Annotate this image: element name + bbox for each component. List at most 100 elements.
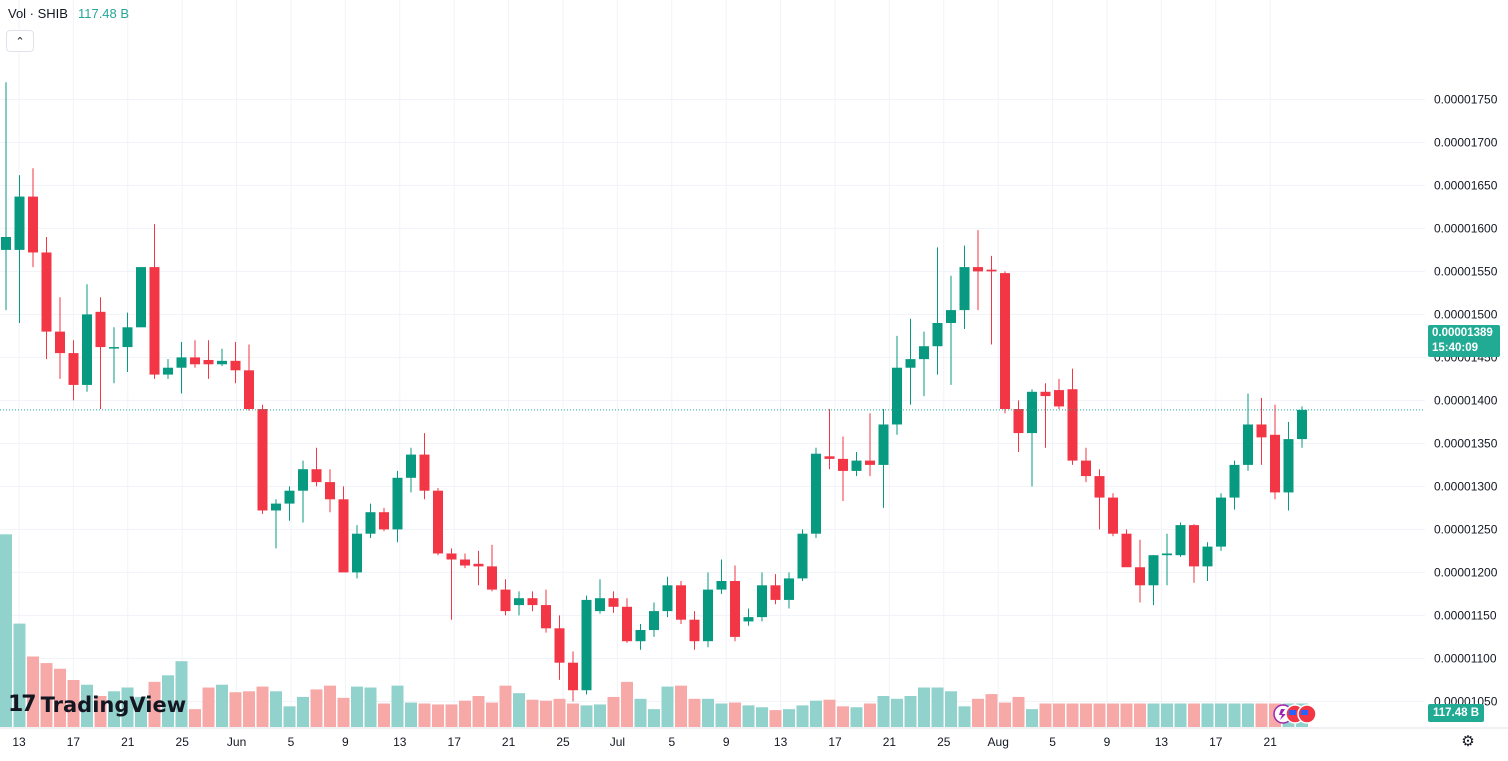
time-tick-label: 21	[1264, 735, 1278, 749]
candle-body	[446, 553, 457, 560]
volume-bar	[40, 663, 53, 727]
volume-bar	[175, 661, 188, 727]
volume-bar	[148, 681, 161, 727]
volume-bar	[553, 698, 566, 727]
candle-body	[109, 347, 119, 349]
volume-bar	[634, 698, 647, 727]
time-tick-label: 5	[1049, 735, 1056, 749]
candle-body	[460, 559, 470, 566]
volume-bar	[850, 707, 863, 727]
volume-bar	[918, 687, 930, 727]
last-price-tag: 0.00001389 15:40:09	[1428, 325, 1500, 357]
volume-bar	[216, 684, 228, 727]
volume-bar	[742, 705, 755, 727]
candle-body	[1000, 273, 1010, 409]
candle-body	[554, 628, 565, 663]
time-tick-label: 13	[393, 735, 407, 749]
candle-body	[230, 360, 241, 371]
time-tick-label: 13	[774, 735, 788, 749]
price-tick-label: 0.00001550	[1434, 264, 1498, 278]
candle-body	[1256, 424, 1267, 438]
gear-icon[interactable]: ⚙	[1461, 733, 1475, 750]
candle-body	[244, 370, 254, 409]
volume-bar	[108, 691, 120, 727]
candle-body	[865, 460, 875, 465]
volume-bar	[931, 687, 944, 727]
volume-bar	[877, 695, 890, 727]
candle-body	[1054, 390, 1064, 407]
time-tick-label: 9	[342, 735, 349, 749]
price-tick-label: 0.00001100	[1434, 651, 1497, 665]
volume-bar	[594, 704, 606, 727]
candle-body	[608, 598, 619, 607]
candle-body	[28, 196, 38, 253]
volume-bar	[229, 692, 242, 727]
volume-bar	[405, 702, 417, 727]
volume-bar	[1080, 703, 1092, 727]
volume-bar	[351, 686, 363, 727]
candle-body	[878, 424, 889, 465]
time-tick-label: Jul	[610, 735, 625, 749]
candle-body	[635, 630, 646, 642]
time-tick-label: 13	[12, 735, 26, 749]
time-tick-label: 25	[556, 735, 570, 749]
candle-body	[163, 367, 173, 375]
time-tick-label: 21	[502, 735, 516, 749]
price-tick-label: 0.00001350	[1434, 436, 1498, 450]
candle-body	[1081, 460, 1091, 477]
tv-logo-icon: 17	[8, 692, 37, 717]
candle-body	[743, 617, 754, 622]
volume-bar	[1026, 709, 1038, 727]
candle-body	[1216, 497, 1226, 547]
volume-bar	[324, 685, 336, 727]
volume-bar	[54, 668, 66, 727]
volume-bar	[1174, 703, 1187, 727]
volume-bar	[999, 702, 1011, 727]
candle-body	[824, 456, 835, 459]
price-axis[interactable]: 0.000010500.000011000.000011500.00001200…	[1434, 92, 1498, 708]
time-tick-label: 17	[1209, 735, 1223, 749]
volume-bar	[486, 702, 498, 727]
candle-body	[352, 533, 362, 573]
volume-bar	[837, 706, 849, 727]
candle-body	[676, 585, 686, 620]
volume-bar	[796, 705, 809, 727]
candle-body	[487, 566, 497, 590]
candle-body	[932, 323, 943, 347]
price-tick-label: 0.00001500	[1434, 307, 1498, 321]
volume-bar	[1147, 703, 1160, 727]
volume-bar	[1228, 703, 1241, 727]
candle-body	[986, 269, 997, 272]
candle-body	[838, 458, 848, 471]
candle-body	[595, 598, 605, 612]
volume-bar	[621, 681, 633, 727]
tradingview-logo[interactable]: 17 TradingView	[8, 692, 186, 717]
time-axis[interactable]: 13 17 21 25 Jun 5 9 13 17 21 25 Jul 5 9 13 17 21 25 Aug 5 9 1…	[0, 727, 1508, 749]
volume-bar	[513, 693, 525, 727]
volume-bar	[891, 698, 903, 727]
candle-body	[298, 469, 308, 491]
collapse-legend-button[interactable]: ⌃	[6, 30, 34, 52]
volume-bar	[1201, 703, 1214, 727]
candle-body	[1297, 409, 1307, 440]
candle-body	[1270, 434, 1280, 493]
candle-body	[568, 662, 578, 691]
economic-events-icon[interactable]	[1272, 703, 1320, 725]
candle-body	[68, 353, 79, 385]
candle-body	[136, 267, 146, 328]
chart-grid	[0, 0, 1425, 728]
candle-body	[365, 512, 376, 534]
candle-body	[689, 619, 700, 642]
volume-bar	[864, 703, 876, 727]
candle-body	[905, 359, 916, 368]
candle-body	[1108, 497, 1118, 534]
candle-body	[1027, 391, 1037, 434]
candle-body	[392, 477, 403, 530]
candle-body	[622, 606, 632, 642]
bar-countdown: 15:40:09	[1432, 342, 1479, 354]
volume-bar	[270, 691, 282, 727]
volume-value-tag: 117.48 B	[1428, 704, 1484, 722]
candle-body	[473, 563, 484, 567]
volume-bar	[607, 696, 620, 727]
